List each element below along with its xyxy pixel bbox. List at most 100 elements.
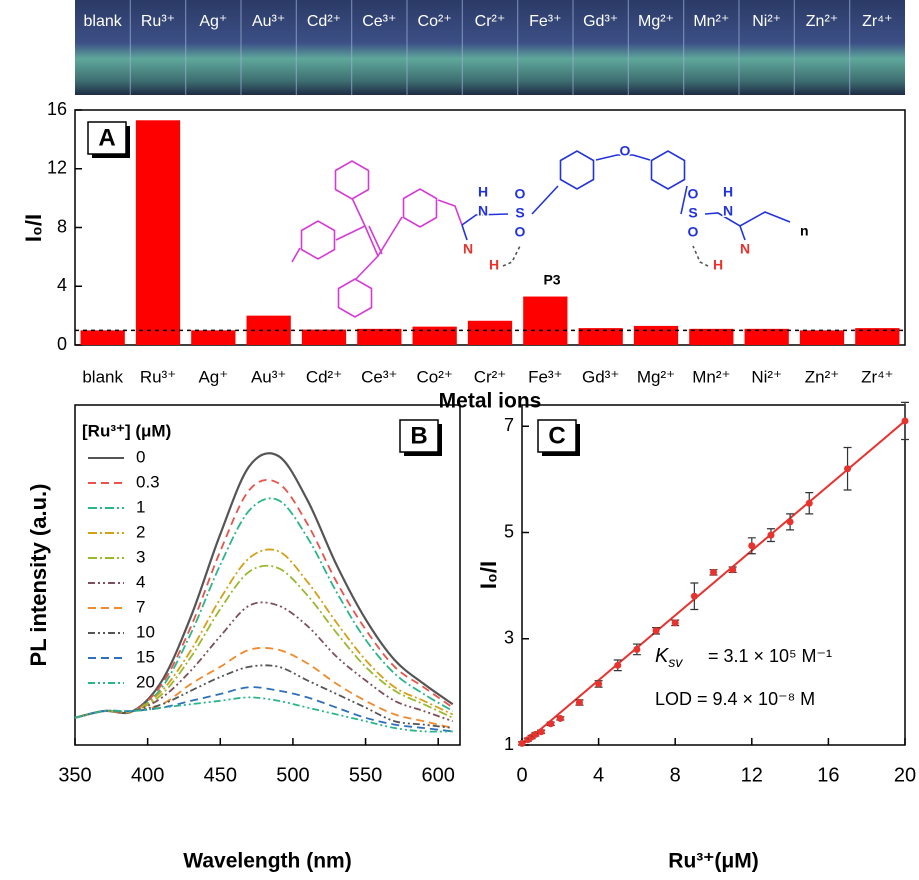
spectrum-line bbox=[74, 646, 453, 729]
vial-labels: blank Ru³⁺ Ag⁺ Au³⁺ Cd²⁺ Ce³⁺ Co²⁺ Cr²⁺ Fe³⁺ Gd³⁺… bbox=[84, 0, 893, 95]
bar bbox=[191, 330, 236, 345]
panel-label: C bbox=[548, 422, 565, 449]
fit-line bbox=[521, 420, 906, 746]
plot-frame bbox=[521, 404, 906, 746]
spectrum-line bbox=[74, 478, 454, 719]
vial-label: Fe³⁺ bbox=[529, 13, 561, 30]
x-tick-label: Fe³⁺ bbox=[528, 367, 562, 386]
legend-label: 1 bbox=[136, 497, 145, 516]
x-tick-label: 500 bbox=[276, 764, 309, 786]
data-point bbox=[595, 680, 603, 688]
bar bbox=[578, 328, 623, 345]
x-tick-label: Zr⁴⁺ bbox=[861, 367, 893, 386]
y-axis-label: I₀/I bbox=[476, 561, 501, 589]
vial-label: Mg²⁺ bbox=[638, 13, 674, 30]
ring bbox=[300, 220, 336, 260]
data-point bbox=[844, 465, 852, 473]
x-tick-label: Cd²⁺ bbox=[306, 367, 342, 386]
data-point bbox=[710, 568, 717, 576]
data-point bbox=[671, 619, 679, 627]
ksv-subscript: sv bbox=[668, 654, 683, 670]
x-tick-label: 16 bbox=[817, 764, 839, 786]
data-point bbox=[652, 627, 660, 635]
x-tick-label: Ni²⁺ bbox=[751, 367, 782, 386]
y-tick-label: 16 bbox=[47, 99, 67, 119]
x-tick-label: 8 bbox=[670, 764, 681, 786]
vial-label: blank bbox=[84, 13, 123, 30]
bond bbox=[461, 224, 468, 241]
bond bbox=[461, 213, 509, 226]
spectrum-line bbox=[74, 564, 454, 719]
x-tick-label: 12 bbox=[741, 764, 763, 786]
x-tick-label: 600 bbox=[422, 764, 455, 786]
legend-label: 7 bbox=[136, 597, 145, 616]
spectrum-line bbox=[74, 548, 454, 719]
x-axis-label: Wavelength (nm) bbox=[183, 850, 351, 873]
vial-label: Co²⁺ bbox=[418, 13, 452, 30]
legend-label: 0.3 bbox=[136, 472, 160, 491]
x-tick-label: 20 bbox=[894, 764, 916, 786]
ring bbox=[402, 188, 438, 228]
x-tick-label: Mn²⁺ bbox=[692, 367, 730, 386]
bar bbox=[412, 326, 457, 345]
bond bbox=[291, 247, 301, 263]
ring bbox=[334, 160, 370, 200]
y-axis-label: I₀/I bbox=[21, 214, 46, 242]
x-tick-label: blank bbox=[82, 367, 123, 386]
plot-frame bbox=[74, 109, 906, 346]
y-tick-label: 3 bbox=[504, 628, 514, 648]
data-point bbox=[901, 417, 909, 425]
legend-label: 20 bbox=[136, 672, 155, 691]
bond bbox=[377, 216, 403, 257]
bar bbox=[80, 330, 125, 345]
vial-label: Ru³⁺ bbox=[141, 13, 175, 30]
atom-label: H bbox=[713, 257, 723, 273]
bond bbox=[335, 197, 367, 241]
x-tick-label: 0 bbox=[516, 764, 527, 786]
atom-label: O bbox=[515, 186, 526, 202]
data-point bbox=[633, 645, 641, 653]
ksv-annotation: Ksv = 3.1 × 10⁵ M⁻¹ bbox=[655, 645, 832, 669]
atom-label: S bbox=[688, 205, 697, 221]
legend-label: 10 bbox=[136, 622, 155, 641]
ksv-symbol: K bbox=[655, 645, 670, 667]
x-axis-label: Metal ions bbox=[439, 390, 542, 413]
atom-label: N bbox=[463, 241, 473, 257]
bar bbox=[135, 120, 181, 345]
atom-label: O bbox=[688, 224, 699, 240]
y-tick-label: 0 bbox=[57, 334, 67, 354]
ring bbox=[559, 150, 595, 190]
y-tick-label: 8 bbox=[57, 216, 67, 236]
data-point bbox=[748, 542, 756, 550]
x-tick-label: 4 bbox=[593, 764, 604, 786]
vial-label: Zn²⁺ bbox=[806, 13, 838, 30]
data-point bbox=[786, 518, 794, 526]
vial-label: Ag⁺ bbox=[199, 13, 227, 30]
atom-label: O bbox=[515, 224, 526, 240]
data-point bbox=[531, 730, 539, 738]
ring bbox=[650, 150, 686, 190]
vial-label: Au³⁺ bbox=[252, 13, 285, 30]
x-tick-label: Au³⁺ bbox=[251, 367, 286, 386]
panel-label-box bbox=[537, 419, 577, 453]
vial-photo bbox=[75, 0, 905, 95]
bond bbox=[368, 225, 383, 255]
vial-label: Ni²⁺ bbox=[752, 13, 781, 30]
y-tick-label: 7 bbox=[504, 415, 514, 435]
spectrum-line bbox=[74, 686, 453, 733]
x-tick-label: Ru³⁺ bbox=[140, 367, 176, 386]
panel-label-box bbox=[87, 121, 127, 155]
bar bbox=[523, 296, 568, 345]
vial-label: Cd²⁺ bbox=[307, 13, 341, 30]
data-point bbox=[614, 661, 622, 669]
atom-label: O bbox=[688, 186, 699, 202]
bond bbox=[354, 225, 379, 281]
spectrum-line bbox=[74, 497, 454, 719]
x-tick-label: Ce³⁺ bbox=[361, 367, 397, 386]
bar bbox=[301, 329, 347, 345]
y-tick-label: 12 bbox=[47, 158, 67, 178]
bond bbox=[437, 199, 463, 226]
x-tick-label: Zn²⁺ bbox=[805, 367, 839, 386]
atom-label: S bbox=[515, 205, 524, 221]
